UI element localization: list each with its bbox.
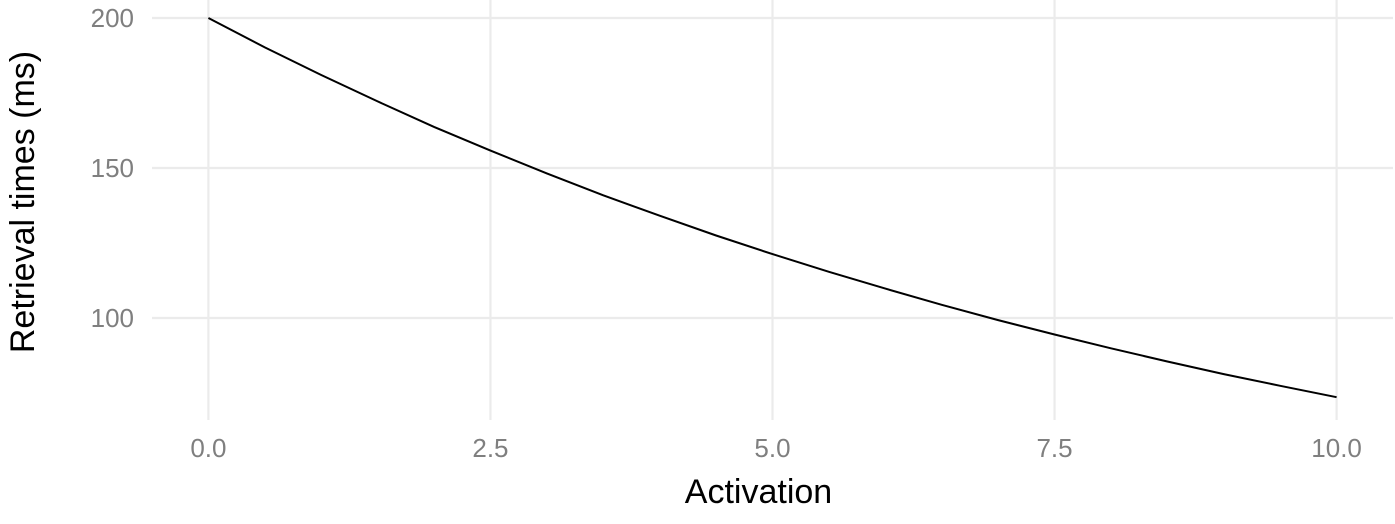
- y-tick-label: 150: [91, 153, 134, 183]
- grid: [152, 0, 1393, 420]
- y-tick-labels: 100 150 200: [91, 3, 134, 333]
- y-tick-label: 100: [91, 303, 134, 333]
- x-tick-label: 10.0: [1311, 433, 1362, 463]
- x-tick-labels: 0.0 2.5 5.0 7.5 10.0: [190, 433, 1362, 463]
- y-tick-label: 200: [91, 3, 134, 33]
- x-tick-label: 0.0: [190, 433, 226, 463]
- series-line: [207, 17, 1337, 399]
- x-axis-title: Activation: [685, 473, 832, 511]
- series-layer: [207, 17, 1337, 399]
- x-tick-label: 7.5: [1036, 433, 1072, 463]
- x-tick-label: 5.0: [754, 433, 790, 463]
- x-tick-label: 2.5: [472, 433, 508, 463]
- y-axis-title: Retrieval times (ms): [4, 51, 42, 353]
